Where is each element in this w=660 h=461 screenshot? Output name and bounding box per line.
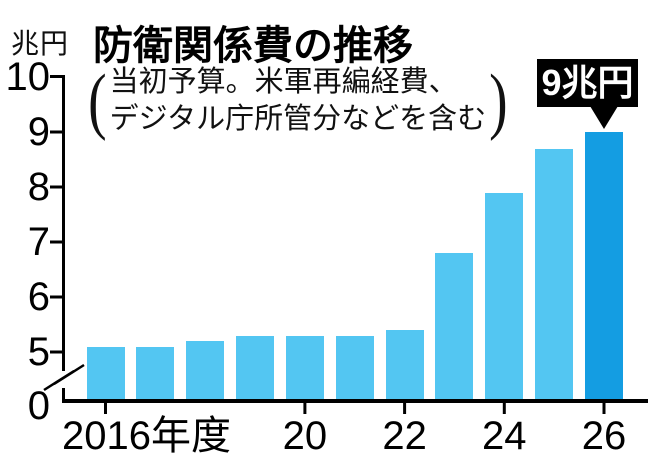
- bar-2021: [335, 335, 374, 401]
- callout-label: 9兆円: [541, 62, 634, 103]
- bar-2025: [535, 148, 574, 401]
- bar-2019: [236, 335, 275, 401]
- y-axis-unit-label: 兆円: [11, 28, 70, 59]
- axis-break-slash-2: [53, 363, 85, 386]
- callout-pointer-icon: [590, 106, 618, 129]
- callout-9trillion: 9兆円: [537, 59, 638, 107]
- bar-2016: [86, 346, 125, 401]
- bar-2022: [385, 330, 424, 401]
- note-line-1: 当初予算。米軍再編経費、: [109, 66, 458, 98]
- note-close-paren: ): [489, 60, 508, 142]
- bar-2023: [435, 253, 474, 401]
- note-line-2: デジタル庁所管分などを含む: [109, 103, 487, 135]
- bar-2017: [136, 346, 175, 401]
- bar-2024: [485, 192, 524, 401]
- bar-2020: [285, 335, 324, 401]
- bar-2026: [585, 132, 623, 401]
- note-text: 当初予算。米軍再編経費、 デジタル庁所管分などを含む: [110, 64, 486, 138]
- chart-title: 防衛関係費の推移: [93, 24, 413, 68]
- note: ( 当初予算。米軍再編経費、 デジタル庁所管分などを含む ): [83, 62, 513, 140]
- note-open-paren: (: [88, 60, 107, 142]
- bar-2018: [186, 341, 225, 401]
